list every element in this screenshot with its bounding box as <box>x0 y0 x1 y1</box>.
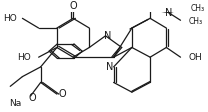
Text: O: O <box>59 89 67 99</box>
Text: CH₃: CH₃ <box>190 4 204 13</box>
Text: OH: OH <box>188 53 202 62</box>
Text: N: N <box>106 62 113 72</box>
Text: N: N <box>104 31 111 41</box>
Text: N: N <box>165 8 172 17</box>
Text: HO: HO <box>3 14 17 23</box>
Text: CH₃: CH₃ <box>188 17 202 26</box>
Text: O: O <box>69 1 77 11</box>
Text: Na: Na <box>9 99 21 108</box>
Text: O: O <box>29 93 36 103</box>
Text: HO: HO <box>17 53 31 62</box>
